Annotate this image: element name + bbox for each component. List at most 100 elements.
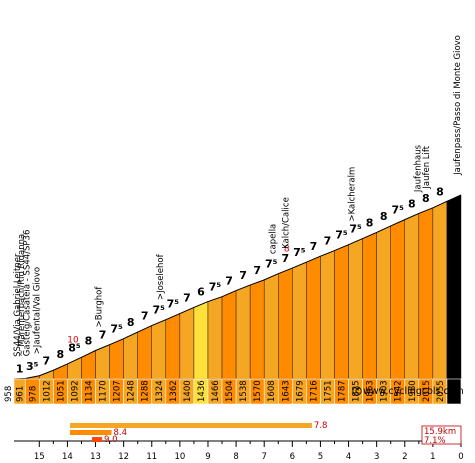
profile-segment <box>306 255 321 380</box>
place-label: Jaufenhaus <box>413 144 423 193</box>
profile-segment <box>348 238 363 380</box>
svg-text:c: c <box>355 386 360 397</box>
gradient-label: 8 <box>127 316 135 329</box>
elevation-label: 1570 <box>253 380 263 402</box>
gradient-label: 7⁵ <box>209 281 222 294</box>
elevation-label: 2055 <box>436 380 446 402</box>
elevation-label: 2015 <box>422 380 432 402</box>
summary-box <box>421 425 462 445</box>
km-tick-label: 7 <box>261 452 266 462</box>
gradient-label: 7 <box>43 354 51 367</box>
elevation-cell <box>446 378 462 405</box>
km-tick-label: 8 <box>233 452 238 462</box>
gradient-label: 8⁵ <box>68 341 81 354</box>
profile-segment <box>123 331 138 380</box>
gradient-label: 7⁵ <box>293 246 306 259</box>
copyright-icon <box>352 386 362 396</box>
profile-segment <box>193 301 209 380</box>
profile-segment <box>81 350 96 380</box>
km-tick-label: 2 <box>402 452 407 462</box>
profile-segment <box>165 313 181 380</box>
elevation-label: 1012 <box>42 380 52 402</box>
elevation-label: 1716 <box>309 380 319 402</box>
profile-segment <box>404 213 420 380</box>
max-gradient-label: 10 <box>67 335 79 345</box>
profile-segment <box>432 201 448 380</box>
km-tick-label: 9 <box>205 452 210 462</box>
profile-segment <box>390 219 405 380</box>
place-label: Jaufenpass/Passo di Monte Giovo <box>453 35 463 176</box>
elevation-label: 1051 <box>56 380 66 402</box>
elevation-row: 958 961 978 1012 1051 1092 1134 1170 1207 1248 128… <box>4 378 462 405</box>
summary-bar <box>70 430 112 435</box>
place-label: >Joselehof <box>156 253 166 300</box>
gradient-label: 8 <box>85 334 93 347</box>
elevation-label: 1362 <box>169 380 179 402</box>
gradient-label: 7 <box>141 310 149 323</box>
place-label: SS44/Via Gabriel Leitner <box>13 253 23 357</box>
elevation-label: 1134 <box>85 380 95 402</box>
place-label: Kalch/Calice <box>281 197 291 249</box>
summary-bar <box>92 437 103 442</box>
km-tick-label: 4 <box>346 452 351 462</box>
elevation-label: 1248 <box>127 380 137 402</box>
place-label: Gasteig/Casateia - SS44/SP36 <box>23 230 33 357</box>
gradient-label: 8 <box>436 185 444 198</box>
elevation-label: 1538 <box>239 380 249 402</box>
profile-segment <box>179 307 195 380</box>
gradient-label: 8 <box>422 192 430 205</box>
profile-segment <box>376 225 391 380</box>
place-label: >Kalcheralm <box>347 167 357 222</box>
elevation-label: 1863 <box>366 380 376 402</box>
km-tick-label: 0 <box>458 452 463 462</box>
profile-segment <box>109 338 124 380</box>
place-labels-layer: SS44/Via Gabriel Leitner~ Marenterbach/R… <box>13 35 463 357</box>
gradient-label: 7⁵ <box>153 304 166 317</box>
segments-layer <box>13 194 462 380</box>
profile-segment <box>446 194 462 380</box>
gradient-label: 7⁵ <box>349 223 362 236</box>
profile-line <box>13 194 462 380</box>
watermark-text: www.cyclingcols.com <box>363 386 464 397</box>
summary-bar-label: 9.0 <box>104 435 118 445</box>
elevation-label: 961 <box>16 386 26 402</box>
elevation-label: 1751 <box>323 380 333 402</box>
profile-segment <box>334 244 349 380</box>
profile-segment <box>264 273 279 380</box>
gradient-label: 7 <box>99 329 107 342</box>
gradient-label: 8 <box>408 197 416 210</box>
km-tick-label: 15 <box>34 452 45 462</box>
summary-bar <box>70 423 312 428</box>
profile-segment <box>235 284 251 380</box>
profile-segment <box>320 250 335 380</box>
elevation-label: 1400 <box>183 380 193 402</box>
elevation-label: 978 <box>28 386 38 402</box>
elevation-label: 1608 <box>267 380 277 402</box>
elevation-label: 1825 <box>352 380 362 402</box>
elevation-label: 1288 <box>141 380 151 402</box>
gradient-label: 1 <box>16 363 24 376</box>
elevation-label: 1436 <box>197 380 207 402</box>
profile-segment <box>137 325 152 380</box>
elevation-label: 2094 <box>450 380 460 402</box>
max-gradient-label: 8 <box>284 244 290 254</box>
elevation-label: 1324 <box>155 380 165 402</box>
gradient-label: 3⁵ <box>26 360 39 373</box>
profile-segment <box>278 267 293 380</box>
profile-segment <box>207 296 223 380</box>
place-label: >Burghof <box>94 286 104 328</box>
elevation-label: 1942 <box>394 380 404 402</box>
elevation-label: 1092 <box>70 380 80 402</box>
km-tick-label: 10 <box>174 452 185 462</box>
gradient-label: 7 <box>225 275 233 288</box>
elevation-label: 1170 <box>99 380 109 402</box>
km-tick-label: 5 <box>318 452 323 462</box>
elevation-label: 1903 <box>380 380 390 402</box>
gradient-label: 7⁵ <box>110 323 123 336</box>
profile-segment <box>53 363 68 380</box>
elevation-label: 1679 <box>295 380 305 402</box>
km-tick-label: 13 <box>90 452 101 462</box>
elevation-label: 1980 <box>408 380 418 402</box>
